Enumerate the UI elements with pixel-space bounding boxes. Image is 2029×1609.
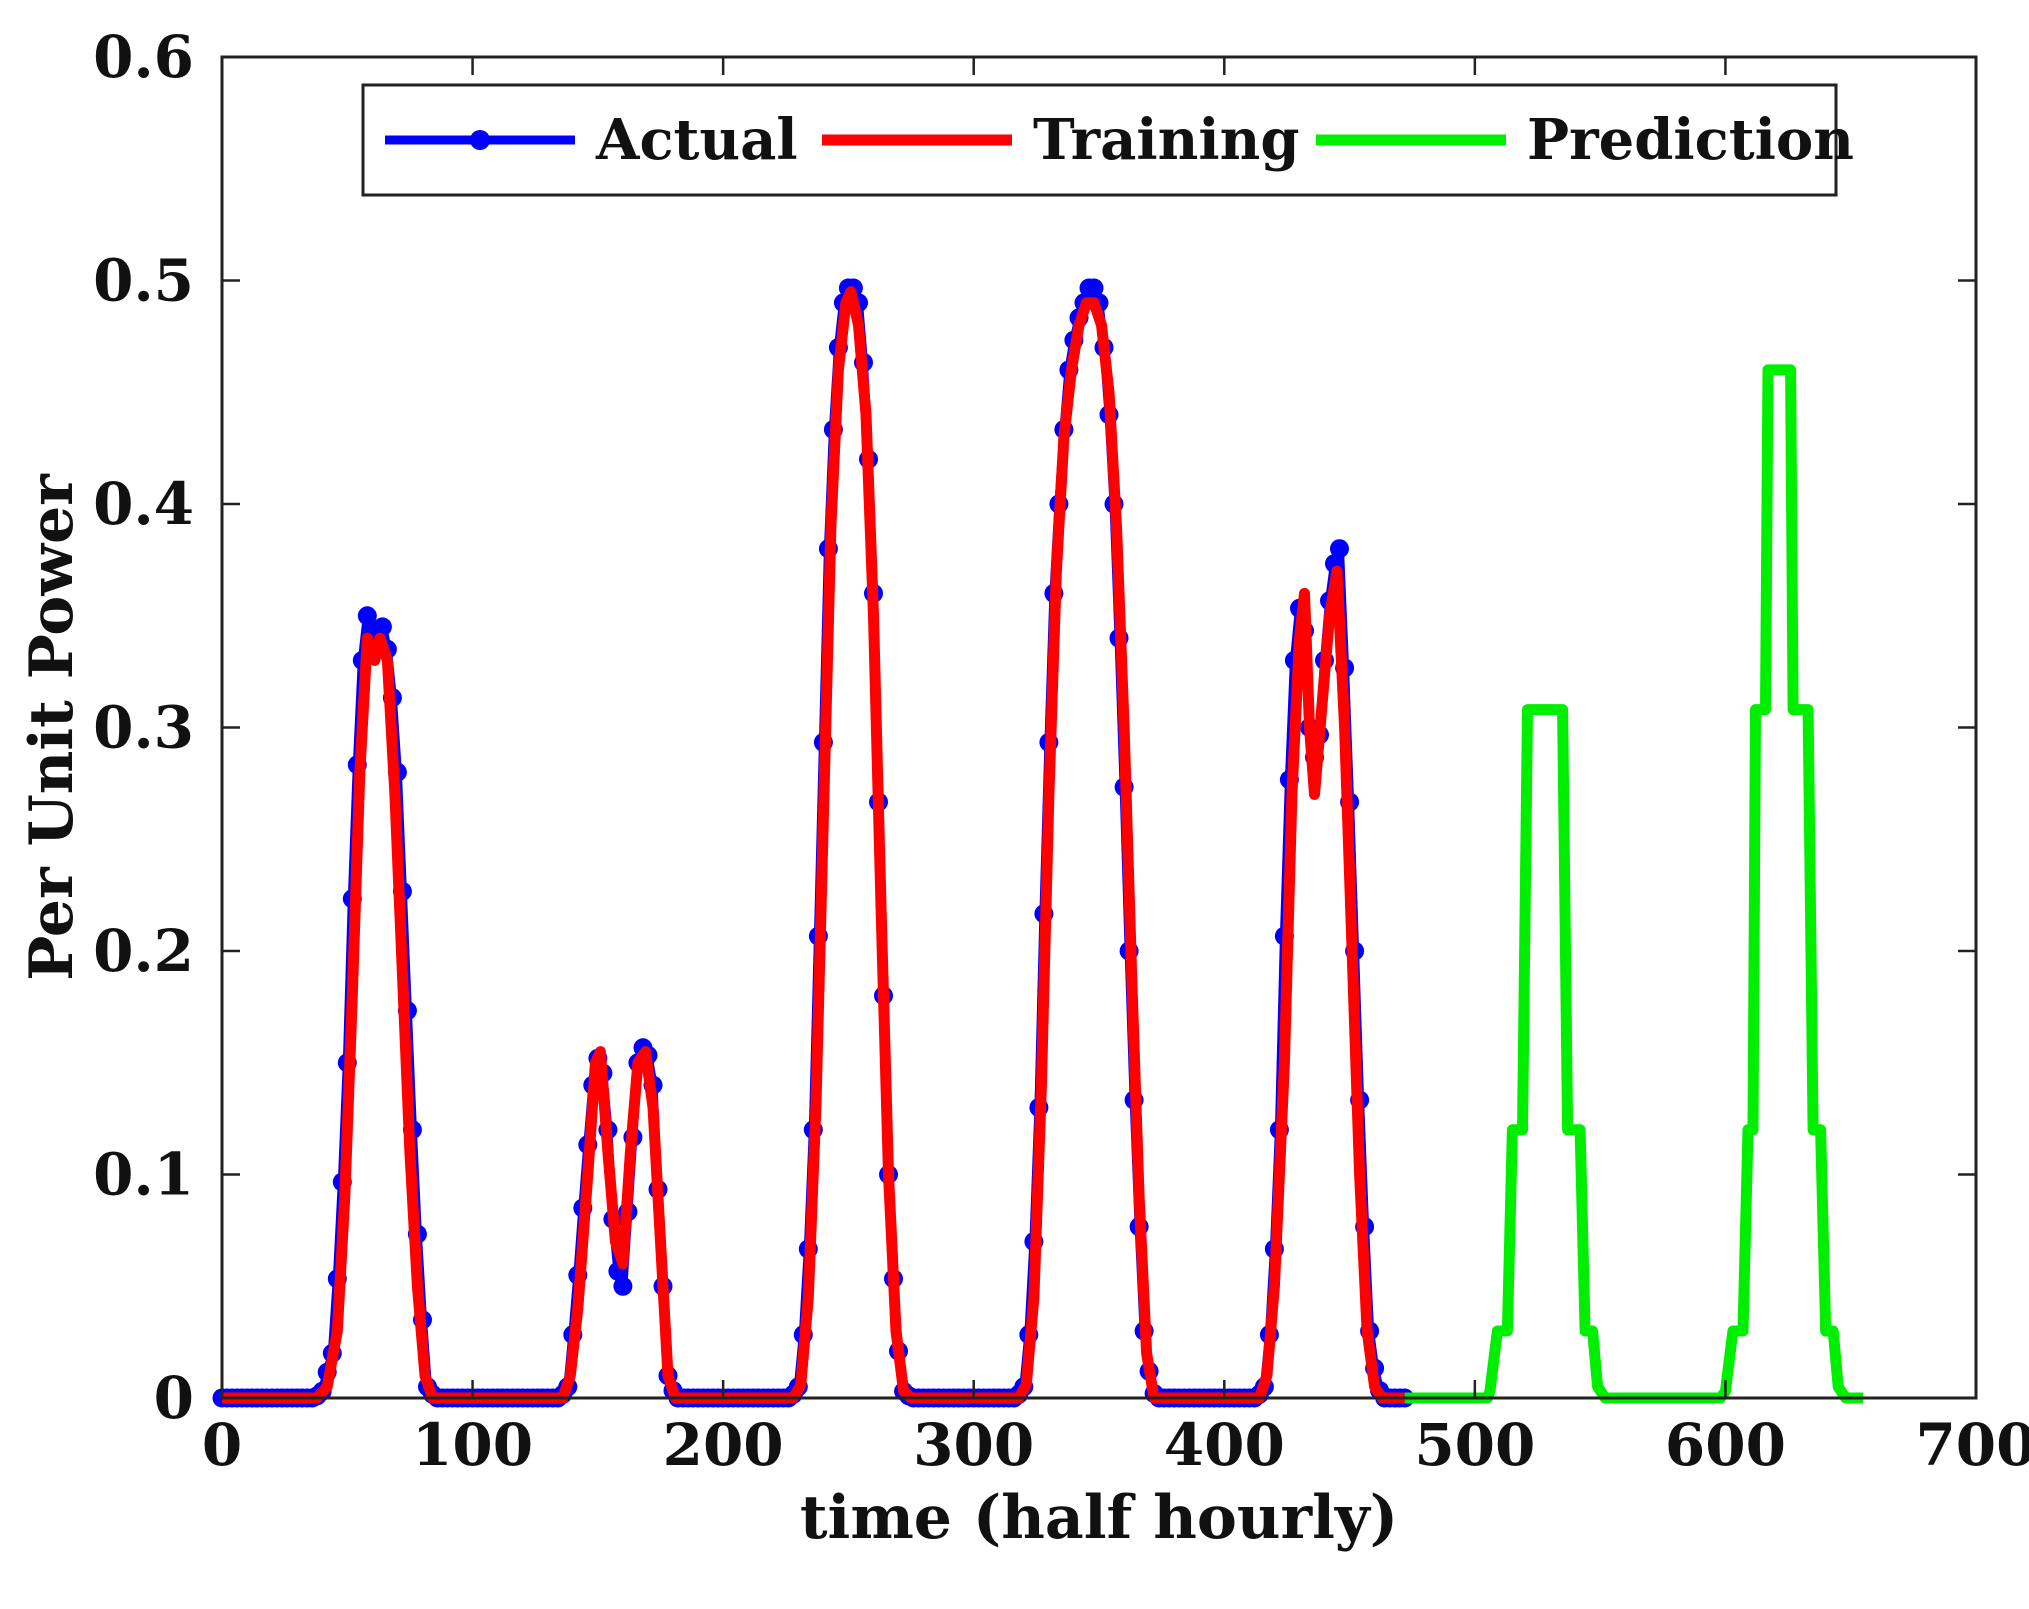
axes-box xyxy=(220,55,1978,1400)
x-tick-label-700: 700 xyxy=(1915,1411,2029,1479)
axes-frame xyxy=(220,55,1978,1400)
x-tick-label-500: 500 xyxy=(1414,1411,1535,1479)
x-tick-label-100: 100 xyxy=(412,1411,533,1479)
x-tick-label-200: 200 xyxy=(663,1411,784,1479)
plot-area xyxy=(222,57,1976,1398)
axis-ticks: 0 100 200 300 400 500 600 700 0 0.1 0.2 0.3 0.4 0.5 0.… xyxy=(93,23,2029,1479)
x-tick-label-300: 300 xyxy=(913,1411,1034,1479)
series-line-prediction xyxy=(1404,364,1864,1404)
y-axis-title: Per Unit Power xyxy=(17,473,87,981)
legend-label-actual: Actual xyxy=(595,107,798,173)
actual-point-32 xyxy=(372,617,392,637)
actual-point-223 xyxy=(1330,539,1349,559)
legend-label-training: Training xyxy=(1033,107,1300,173)
series-line-training xyxy=(222,286,1405,1404)
legend-marker-actual xyxy=(470,130,490,150)
legend: Actual Training Prediction xyxy=(361,83,1854,197)
y-tick-label-0.3: 0.3 xyxy=(93,694,194,762)
plot-background xyxy=(222,57,1976,1398)
x-axis-title: time (half hourly) xyxy=(800,1483,1398,1553)
x-tick-label-0: 0 xyxy=(202,1411,242,1479)
y-tick-label-0.4: 0.4 xyxy=(93,470,194,538)
y-tick-label-0.2: 0.2 xyxy=(93,917,194,985)
y-tick-label-0.6: 0.6 xyxy=(93,23,194,91)
legend-box xyxy=(361,83,1838,197)
actual-point-29 xyxy=(357,606,377,626)
legend-label-prediction: Prediction xyxy=(1527,107,1854,173)
x-tick-label-400: 400 xyxy=(1164,1411,1285,1479)
x-tick-label-600: 600 xyxy=(1665,1411,1786,1479)
y-tick-label-0.5: 0.5 xyxy=(93,247,194,315)
actual-point-80 xyxy=(613,1276,633,1296)
y-tick-label-0.1: 0.1 xyxy=(93,1141,194,1209)
actual-point-174 xyxy=(1084,278,1104,298)
y-tick-label-0: 0 xyxy=(154,1364,194,1432)
